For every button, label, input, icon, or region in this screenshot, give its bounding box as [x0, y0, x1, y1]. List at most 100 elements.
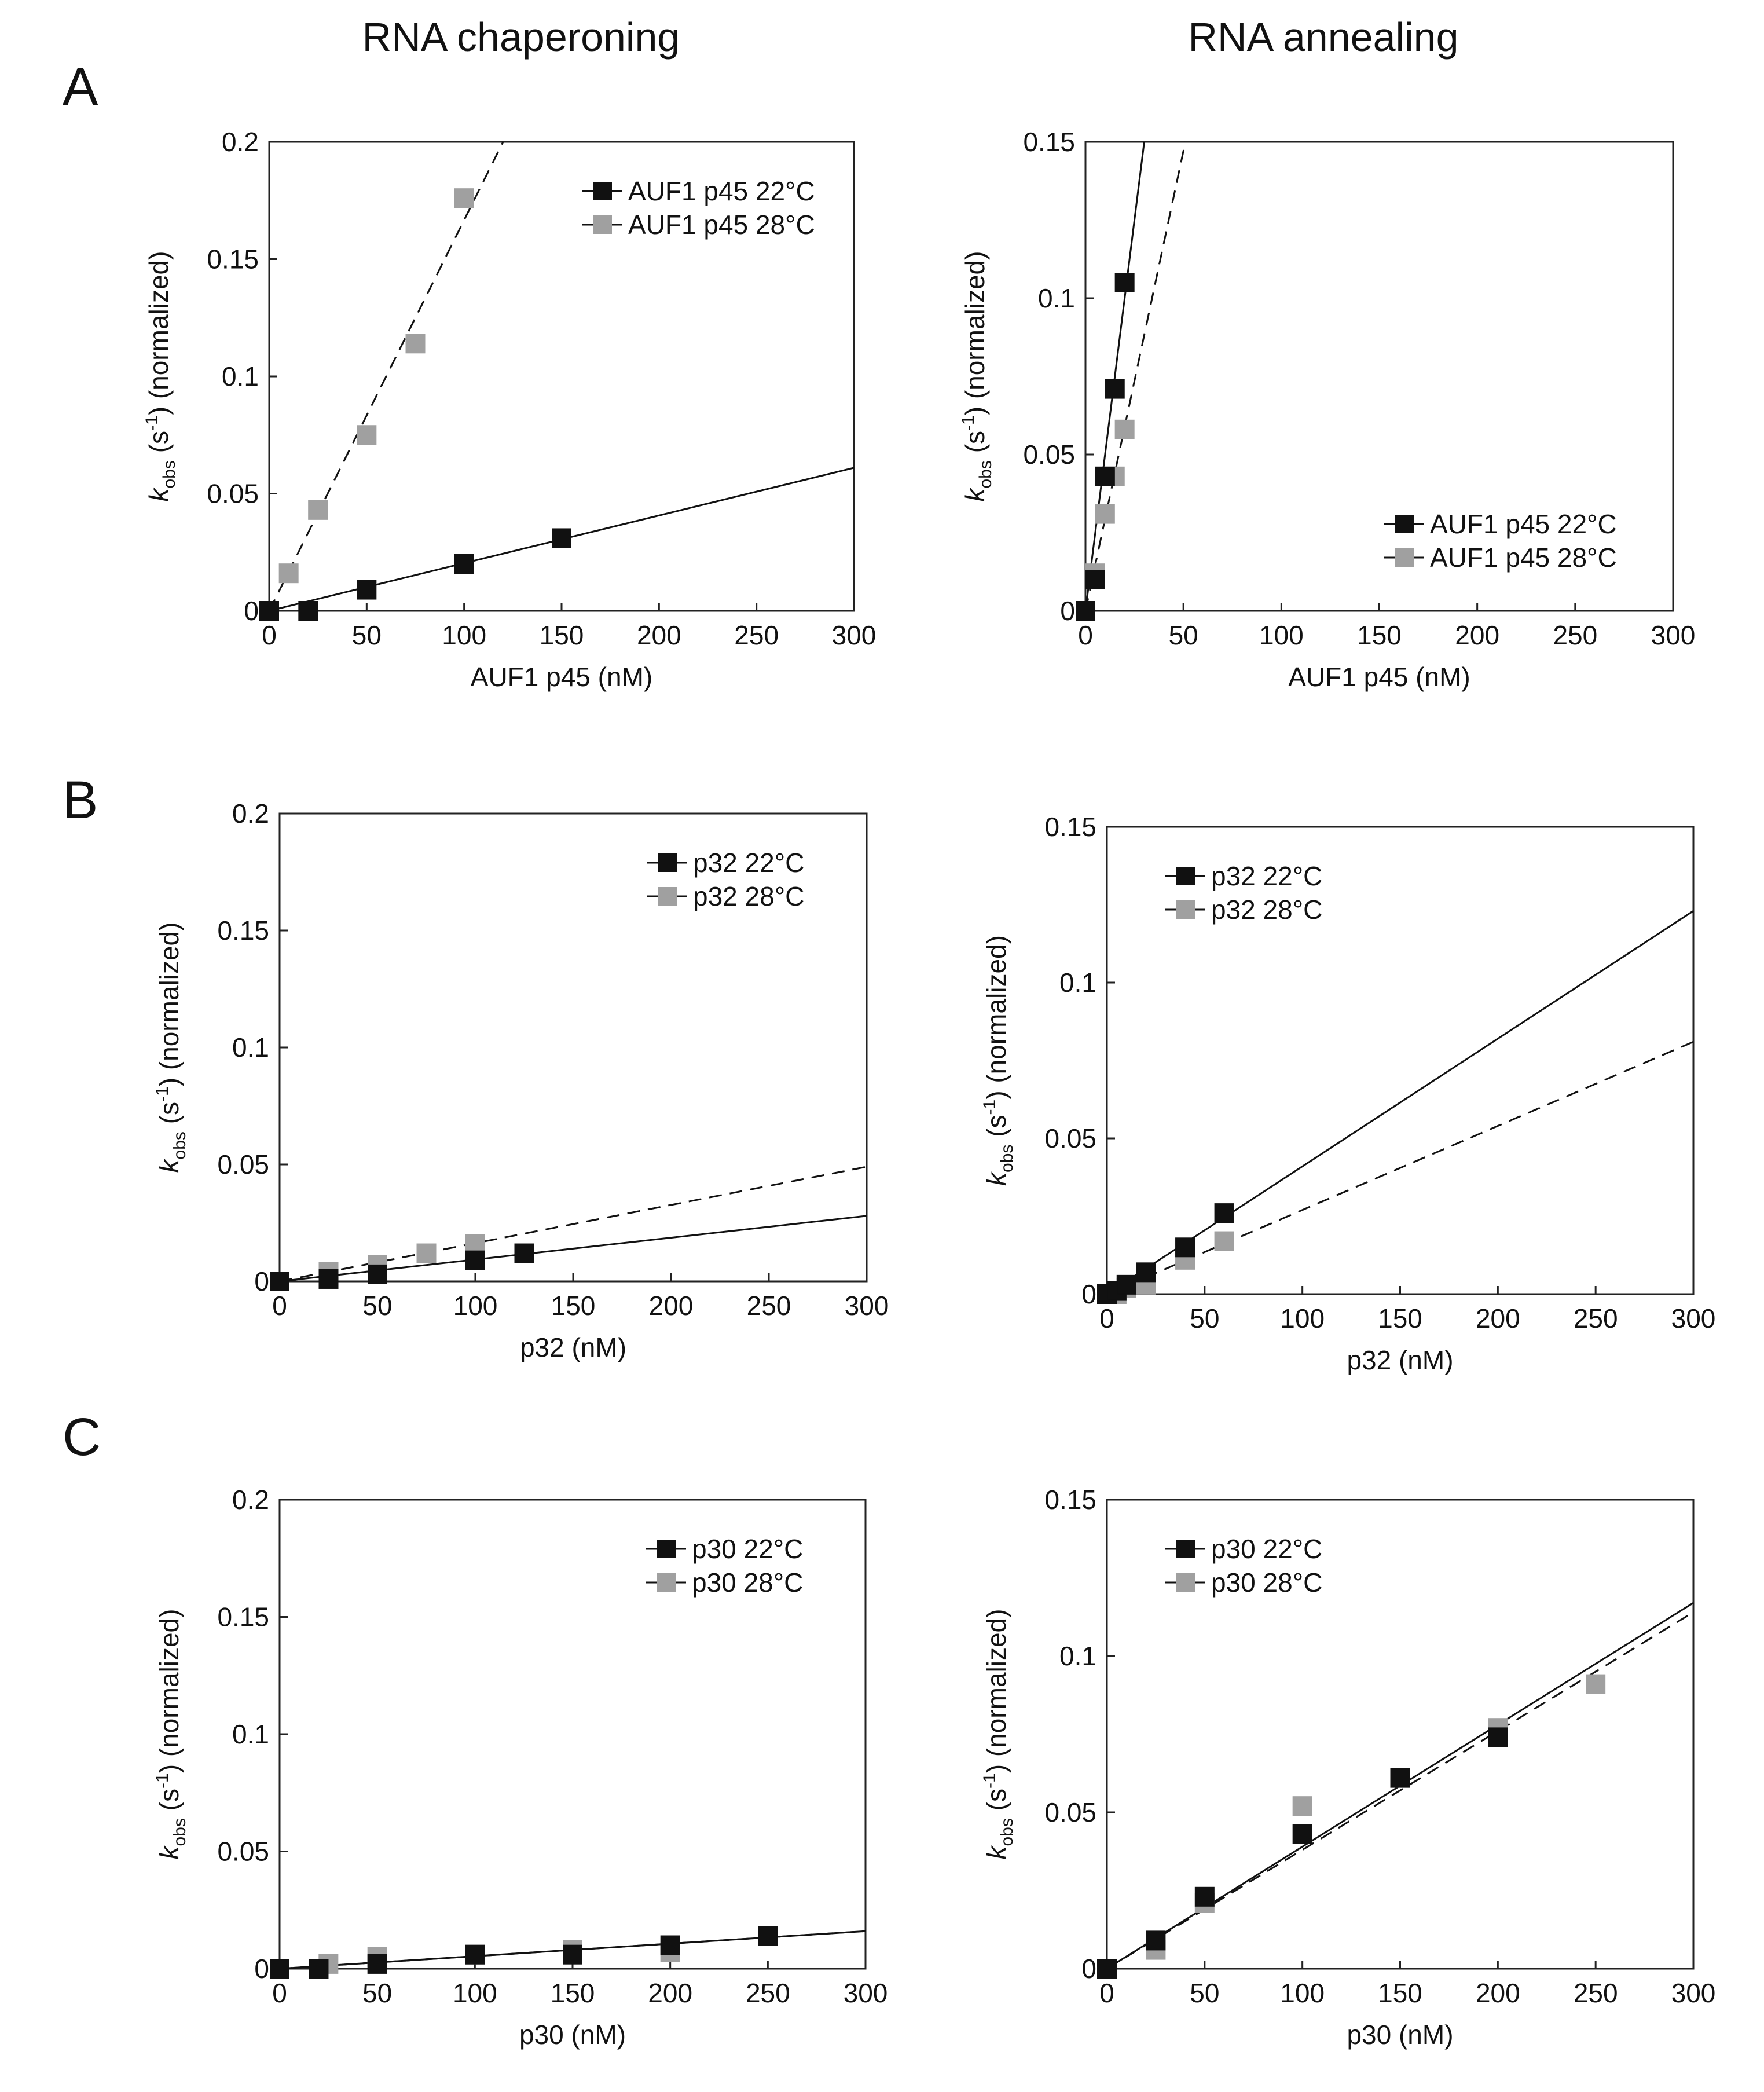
legend-marker-22c — [1176, 1540, 1195, 1558]
x-tick-label: 300 — [832, 620, 877, 650]
legend-label-28c: p30 28°C — [1211, 1567, 1322, 1598]
panel-label-c: C — [63, 1408, 101, 1467]
x-tick-label: 300 — [1671, 1978, 1716, 2008]
x-tick-label: 100 — [1259, 620, 1304, 650]
y-tick-label: 0.1 — [1059, 968, 1096, 998]
data-point-28c — [1095, 504, 1115, 524]
x-tick-label: 300 — [1651, 620, 1696, 650]
y-tick-label: 0 — [1081, 1954, 1096, 1984]
chart-B-annealing: 0 50 100 150 200 250 300 0 0.05 0.1 0.15 p32 (nM) ko… — [980, 812, 1715, 1375]
y-tick-label: 0 — [244, 596, 259, 626]
y-label-mid: (s — [154, 1789, 184, 1818]
y-label-k: k — [960, 487, 990, 501]
y-label-end: ) (normalized) — [154, 1609, 184, 1774]
chart-C-chaperoning: 0 50 100 150 200 250 300 0 0.05 0.1 0.15 0.2 p30 (nM… — [153, 1485, 887, 2050]
data-point-28c — [1586, 1674, 1606, 1694]
legend-label-28c: p32 28°C — [693, 881, 804, 911]
y-label-sup: -1 — [153, 1086, 172, 1102]
x-tick-label: 100 — [442, 620, 486, 650]
data-point-28c — [1114, 419, 1135, 439]
x-tick-label: 0 — [262, 620, 277, 650]
legend-marker-28c — [1176, 900, 1195, 919]
data-point-22c — [368, 1264, 387, 1284]
x-axis-label: p32 (nM) — [520, 1332, 626, 1362]
y-axis-label: kobs (s-1) (normalized) — [980, 935, 1017, 1186]
data-point-28c — [357, 425, 377, 445]
fit-line-28c — [1106, 1611, 1694, 1970]
data-point-22c — [357, 580, 377, 600]
x-tick-label: 0 — [272, 1978, 287, 2008]
y-tick-label: 0.05 — [217, 1837, 269, 1867]
y-tick-label: 0.1 — [232, 1719, 269, 1749]
x-tick-label: 200 — [1476, 1978, 1520, 2008]
legend-label-22c: p32 22°C — [693, 848, 804, 878]
y-tick-label: 0.05 — [1044, 1123, 1096, 1153]
fit-line-28c — [268, 141, 504, 611]
data-point-22c — [552, 528, 571, 548]
y-axis-label: kobs (s-1) (normalized) — [153, 922, 189, 1173]
legend-marker-28c — [593, 215, 612, 234]
x-tick-label: 100 — [453, 1978, 497, 2008]
data-point-22c — [270, 1959, 289, 1979]
legend-label-28c: AUF1 p45 28°C — [1430, 543, 1617, 573]
legend-marker-22c — [1395, 515, 1414, 533]
chart-C-annealing: 0 50 100 150 200 250 300 0 0.05 0.1 0.15 p30 (nM) ko… — [980, 1485, 1715, 2050]
x-axis-label: p30 (nM) — [519, 2020, 626, 2050]
data-point-22c — [1175, 1237, 1195, 1258]
x-tick-label: 200 — [649, 1291, 694, 1321]
y-axis-label: kobs (s-1) (normalized) — [142, 251, 179, 502]
legend-marker-28c — [1176, 1573, 1195, 1592]
x-tick-label: 250 — [1574, 1303, 1618, 1333]
legend-label-22c: AUF1 p45 22°C — [628, 176, 815, 206]
data-point-28c — [1214, 1231, 1234, 1251]
data-point-22c — [563, 1944, 582, 1965]
data-point-28c — [278, 563, 299, 584]
y-label-sup: -1 — [142, 415, 162, 431]
x-tick-label: 50 — [362, 1291, 392, 1321]
data-point-22c — [1390, 1768, 1410, 1788]
x-tick-label: 200 — [1455, 620, 1499, 650]
data-point-28c — [416, 1243, 437, 1263]
data-point-22c — [1085, 570, 1105, 589]
data-point-28c — [465, 1234, 485, 1254]
x-tick-label: 150 — [551, 1978, 595, 2008]
y-label-sub: obs — [170, 1818, 189, 1846]
x-tick-label: 150 — [1378, 1978, 1422, 2008]
y-label-mid: (s — [981, 1789, 1011, 1818]
y-axis-label: kobs (s-1) (normalized) — [153, 1609, 189, 1860]
legend-marker-28c — [1395, 548, 1414, 567]
data-point-22c — [465, 1250, 485, 1270]
y-label-end: ) (normalized) — [960, 251, 990, 416]
fit-line-28c — [1084, 141, 1187, 611]
x-axis-label: AUF1 p45 (nM) — [1288, 662, 1470, 692]
chart-B-chaperoning: 0 50 100 150 200 250 300 0 0.05 0.1 0.15 0.2 p32 (nM… — [153, 798, 889, 1362]
x-tick-label: 200 — [1476, 1303, 1520, 1333]
y-label-sup: -1 — [980, 1100, 999, 1115]
chart-A-chaperoning: 0 50 100 150 200 250 300 0 0.05 0.1 0.15 0.2 AUF1 p4… — [142, 127, 876, 692]
fit-line-22c — [1084, 141, 1145, 611]
x-tick-label: 50 — [1190, 1303, 1219, 1333]
y-label-sub: obs — [997, 1818, 1017, 1846]
legend-marker-22c — [657, 1540, 676, 1558]
y-label-sup: -1 — [959, 415, 978, 431]
y-label-mid: (s — [154, 1102, 184, 1131]
y-label-k: k — [981, 1171, 1011, 1186]
y-label-sub: obs — [976, 460, 995, 488]
x-axis-label: p32 (nM) — [1347, 1345, 1453, 1375]
data-point-22c — [514, 1243, 534, 1263]
legend-label-22c: p30 22°C — [1211, 1534, 1322, 1564]
data-point-22c — [1136, 1262, 1156, 1283]
x-tick-label: 150 — [1357, 620, 1402, 650]
y-tick-label: 0.2 — [232, 798, 269, 829]
y-label-mid: (s — [981, 1115, 1011, 1144]
x-tick-label: 250 — [746, 1978, 790, 2008]
y-label-end: ) (normalized) — [154, 922, 184, 1087]
data-point-22c — [1097, 1959, 1117, 1979]
x-tick-label: 50 — [352, 620, 382, 650]
data-point-22c — [1214, 1203, 1234, 1223]
data-point-22c — [465, 1944, 485, 1965]
y-tick-label: 0.1 — [1038, 283, 1075, 313]
y-tick-label: 0.1 — [232, 1032, 269, 1063]
y-tick-label: 0.05 — [1023, 439, 1075, 470]
